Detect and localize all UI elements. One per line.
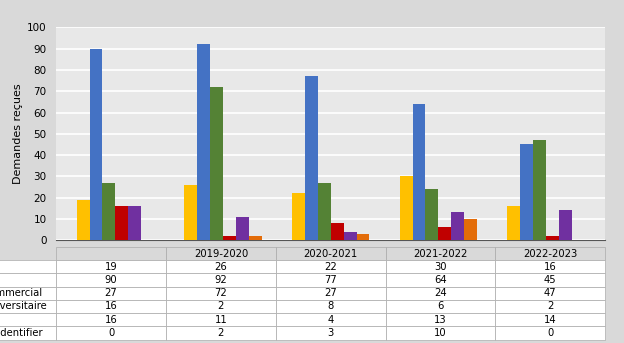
Bar <box>102 183 115 240</box>
Bar <box>399 176 412 240</box>
Bar <box>115 206 129 240</box>
Bar <box>412 104 426 240</box>
Bar <box>210 87 223 240</box>
Bar <box>129 206 141 240</box>
Bar <box>77 200 89 240</box>
Bar <box>546 236 559 240</box>
Bar <box>533 140 546 240</box>
Bar <box>464 219 477 240</box>
Bar <box>356 234 369 240</box>
Bar <box>184 185 197 240</box>
Bar <box>507 206 520 240</box>
Y-axis label: Demandes reçues: Demandes reçues <box>12 83 22 184</box>
Bar <box>223 236 236 240</box>
Bar <box>89 49 102 240</box>
Bar <box>305 76 318 240</box>
Bar <box>249 236 262 240</box>
Bar <box>559 210 572 240</box>
Bar <box>318 183 331 240</box>
Bar <box>197 45 210 240</box>
Bar <box>439 227 451 240</box>
Bar <box>344 232 356 240</box>
Bar <box>451 212 464 240</box>
Bar <box>426 189 439 240</box>
Bar <box>292 193 305 240</box>
Bar <box>236 217 249 240</box>
Bar <box>331 223 344 240</box>
Bar <box>520 144 533 240</box>
